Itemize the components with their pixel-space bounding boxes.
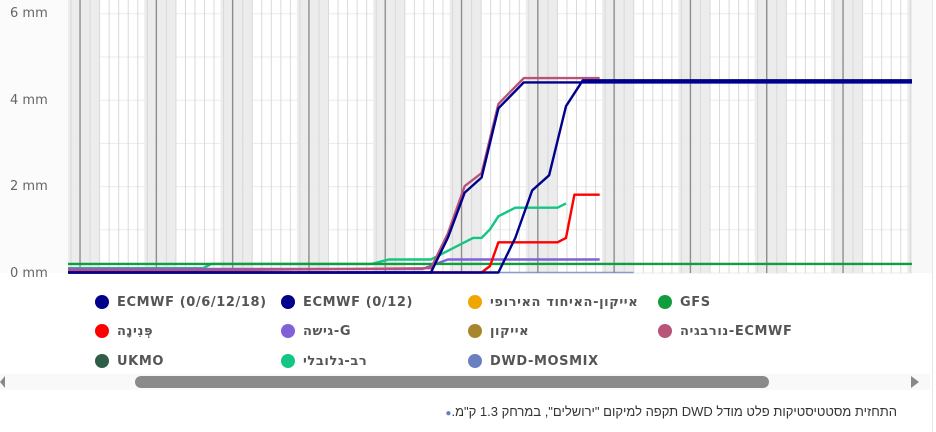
legend-dot-icon [281,354,295,368]
legend-item-ecmwf-0-12[interactable]: ECMWF (0/12) [281,291,413,313]
scroll-right-arrow-icon[interactable] [911,376,919,388]
legend-dot-icon [468,324,482,338]
y-axis-label-0mm: 0 mm [10,266,48,281]
legend-label: נורבגיה-ECMWF [680,323,793,339]
legend-item-norway-ecmwf[interactable]: נורבגיה-ECMWF [658,320,792,342]
legend-label: UKMO [117,353,165,369]
legend-item-gisha-g[interactable]: גישה-G [281,320,351,342]
legend-label: פְּנִינָה [117,323,154,339]
vertical-gridlines [70,0,911,273]
night-bands [68,0,912,273]
legend-label: DWD-MOSMIX [490,353,599,369]
chart-legend: ECMWF (0/6/12/18) ECMWF (0/12) אייקון-הא… [92,290,912,374]
legend-item-gfs[interactable]: GFS [658,291,711,313]
note-text: התחזית מסטטיסטיקות פלט מודל DWD תקפה למי… [451,404,897,419]
legend-dot-icon [468,354,482,368]
legend-item-icon[interactable]: אייקון [468,320,529,342]
legend-dot-icon [95,324,109,338]
legend-dot-icon [95,354,109,368]
bullet-icon: ● [445,408,452,419]
legend-dot-icon [281,324,295,338]
legend-label: רב-גלובלי [303,353,368,369]
legend-label: GFS [680,294,711,310]
legend-dot-icon [658,324,672,338]
legend-item-ukmo[interactable]: UKMO [95,350,164,372]
scrollbar-thumb[interactable] [135,376,769,388]
chart-plot-area [68,0,912,274]
legend-label: אייקון-האיחוד האירופי [490,294,639,310]
legend-item-pnina[interactable]: פְּנִינָה [95,320,153,342]
legend-item-icon-eu[interactable]: אייקון-האיחוד האירופי [468,291,638,313]
legend-label: ECMWF (0/6/12/18) [117,294,267,310]
horizontal-gridlines [68,13,912,274]
legend-dot-icon [468,295,482,309]
y-axis-label-2mm: 2 mm [10,179,48,194]
legend-dot-icon [281,295,295,309]
legend-label: אייקון [490,323,530,339]
model-source-note: התחזית מסטטיסטיקות פלט מודל DWD תקפה למי… [445,404,897,419]
panel-border [932,0,933,432]
legend-dot-icon [95,295,109,309]
y-axis-label-4mm: 4 mm [10,93,48,108]
legend-item-multi-global[interactable]: רב-גלובלי [281,350,367,372]
legend-label: גישה-G [303,323,352,339]
y-axis-label-6mm: 6 mm [10,6,48,21]
legend-label: ECMWF (0/12) [303,294,414,310]
legend-item-ecmwf-0-6-12-18[interactable]: ECMWF (0/6/12/18) [95,291,267,313]
legend-item-dwd-mosmix[interactable]: DWD-MOSMIX [468,350,599,372]
scroll-left-arrow-icon[interactable] [0,376,5,388]
horizontal-scrollbar[interactable] [0,374,930,390]
precipitation-chart: 6 mm 4 mm 2 mm 0 mm [10,0,912,281]
series-lines [68,76,912,274]
legend-dot-icon [658,295,672,309]
